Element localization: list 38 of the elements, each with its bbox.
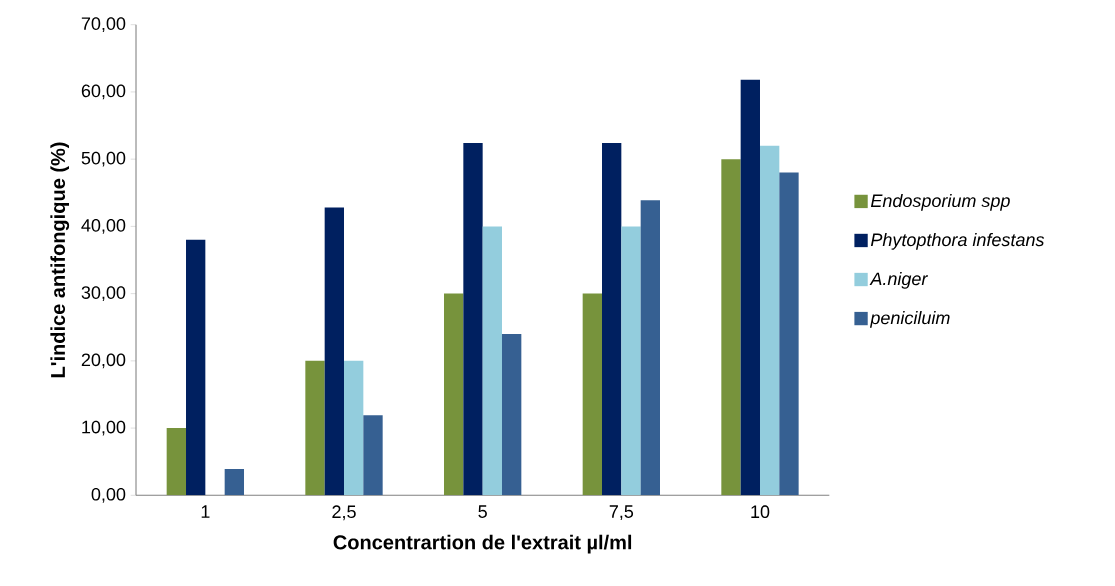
- legend-label: Phytopthora infestans: [870, 232, 1045, 250]
- y-tick-label: 70,00: [81, 17, 126, 33]
- bar: [582, 293, 602, 496]
- bar: [463, 143, 483, 496]
- bar: [502, 333, 522, 496]
- bar: [602, 143, 622, 496]
- bar: [760, 145, 780, 496]
- x-tick-label: 7,5: [609, 505, 634, 521]
- bar: [779, 172, 799, 496]
- bar: [740, 79, 760, 496]
- bar: [640, 200, 660, 496]
- bar: [166, 428, 187, 496]
- y-tick-label: 0,00: [91, 487, 126, 503]
- legend-label: peniciluim: [869, 311, 950, 328]
- x-tick-label: 5: [478, 505, 487, 518]
- x-tick-label: 1: [201, 505, 210, 518]
- bar: [224, 469, 245, 496]
- bar: [721, 159, 741, 496]
- bar: [444, 293, 464, 496]
- y-tick-label: 40,00: [81, 218, 126, 234]
- y-tick-label: 60,00: [81, 84, 126, 100]
- bar: [363, 415, 383, 496]
- bar: [344, 360, 364, 496]
- y-tick-label: 30,00: [81, 286, 126, 302]
- legend-label: A.niger: [869, 271, 929, 289]
- y-tick-label: 20,00: [81, 353, 126, 369]
- bar: [324, 207, 345, 496]
- x-tick-label: 2,5: [332, 505, 356, 521]
- y-tick-label: 50,00: [81, 151, 126, 167]
- y-tick-label: 10,00: [82, 420, 126, 436]
- bar: [186, 239, 206, 496]
- bar: [305, 360, 325, 496]
- bar: [482, 226, 502, 496]
- bar: [621, 226, 641, 496]
- y-axis-title: L'indice antifongique (%): [50, 142, 70, 378]
- x-tick-label: 10: [751, 505, 770, 519]
- x-axis-title: Concentrartion de l'extrait µl/ml: [333, 534, 632, 554]
- legend-label: Endosporium spp: [870, 193, 1010, 211]
